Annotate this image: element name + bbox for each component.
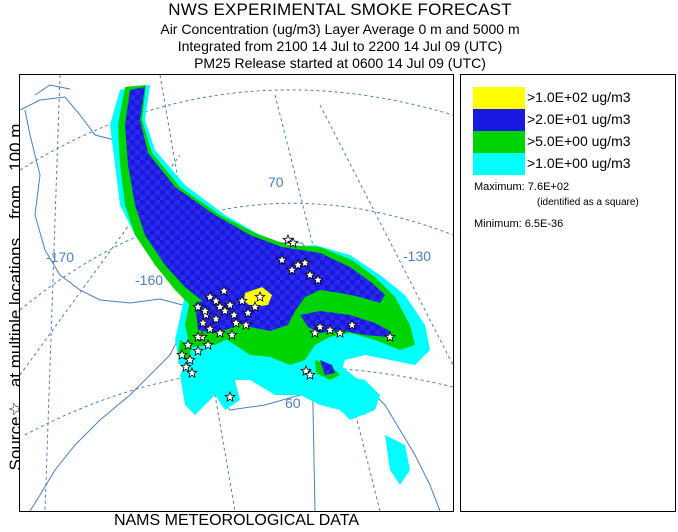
lat-label: 60 bbox=[285, 395, 301, 411]
fire-source-star bbox=[202, 338, 214, 350]
fire-source-star bbox=[282, 233, 294, 245]
fire-source-star bbox=[292, 258, 304, 270]
fire-source-star bbox=[192, 300, 204, 312]
fire-source-star bbox=[254, 290, 266, 302]
fire-source-star bbox=[236, 294, 248, 306]
legend-panel: >1.0E+02 ug/m3 >2.0E+01 ug/m3 >5.0E+00 u… bbox=[460, 74, 676, 512]
meteorological-data-label: NAMS METEOROLOGICAL DATA bbox=[113, 512, 360, 529]
fire-source-star bbox=[218, 284, 230, 296]
fire-source-star bbox=[210, 312, 222, 324]
forecast-title: NWS EXPERIMENTAL SMOKE FORECAST bbox=[168, 0, 512, 19]
lon-label: -170 bbox=[46, 249, 74, 265]
fire-source-star bbox=[184, 353, 196, 365]
fire-source-star bbox=[214, 326, 226, 338]
fire-source-star bbox=[210, 294, 222, 306]
fire-source-star bbox=[224, 390, 236, 402]
fire-source-star bbox=[334, 326, 346, 338]
fire-source-star bbox=[199, 304, 211, 316]
release-start: PM25 Release started at 0600 14 Jul 09 (… bbox=[194, 55, 486, 71]
fire-source-star bbox=[346, 318, 358, 330]
fire-source-star bbox=[204, 290, 216, 302]
legend-swatch bbox=[473, 131, 525, 153]
lat-label: 70 bbox=[268, 174, 284, 190]
concentration-description: Air Concentration (ug/m3) Layer Average … bbox=[160, 21, 520, 37]
lon-label: -130 bbox=[403, 248, 431, 264]
smoke-map[interactable]: -170 -160 -130 70 60 bbox=[19, 74, 454, 512]
fire-source-star bbox=[219, 304, 231, 316]
fire-source-star bbox=[324, 323, 336, 335]
maximum-value: Maximum: 7.6E+02 bbox=[474, 181, 570, 193]
minimum-value: Minimum: 6.5E-36 bbox=[474, 218, 564, 230]
legend-label: >2.0E+01 ug/m3 bbox=[527, 111, 631, 127]
legend-swatch bbox=[473, 109, 525, 131]
fire-source-star bbox=[192, 330, 204, 342]
fire-source-star bbox=[309, 326, 321, 338]
fire-source-star bbox=[249, 300, 261, 312]
fire-source-star bbox=[240, 318, 252, 330]
fire-source-star bbox=[304, 368, 316, 380]
fire-source-star bbox=[286, 263, 298, 275]
fire-source-star bbox=[204, 322, 216, 334]
map-canvas: -170 -160 -130 70 60 bbox=[20, 75, 453, 511]
fire-source-star bbox=[299, 256, 311, 268]
fire-source-star bbox=[186, 366, 198, 378]
fire-source-star bbox=[230, 316, 242, 328]
integration-period: Integrated from 2100 14 Jul to 2200 14 J… bbox=[177, 38, 503, 54]
fire-source-star bbox=[276, 253, 288, 265]
fire-source-star bbox=[314, 320, 326, 332]
legend-swatch bbox=[473, 153, 525, 175]
fire-source-star bbox=[180, 360, 192, 372]
fire-source-star bbox=[176, 348, 188, 360]
fire-source-star bbox=[312, 273, 324, 285]
legend-label: >1.0E+02 ug/m3 bbox=[527, 89, 631, 105]
lon-label: -160 bbox=[135, 272, 163, 288]
fire-source-star bbox=[192, 344, 204, 356]
fire-source-star bbox=[287, 236, 299, 248]
fire-source-star bbox=[182, 338, 194, 350]
fire-source-star bbox=[226, 328, 238, 340]
fire-source-star bbox=[224, 298, 236, 310]
fire-source-star bbox=[228, 308, 240, 320]
fire-source-star bbox=[304, 268, 316, 280]
fire-source-star bbox=[197, 316, 209, 328]
graticule-labels: -170 -160 -130 70 60 bbox=[46, 174, 431, 411]
legend-swatch bbox=[473, 87, 525, 109]
fire-source-markers bbox=[176, 233, 396, 402]
legend-label: >5.0E+00 ug/m3 bbox=[527, 133, 631, 149]
legend-label: >1.0E+00 ug/m3 bbox=[527, 155, 631, 171]
map-graticule bbox=[20, 75, 453, 511]
maximum-note: (identified as a square) bbox=[537, 197, 639, 208]
fire-source-star bbox=[384, 330, 396, 342]
